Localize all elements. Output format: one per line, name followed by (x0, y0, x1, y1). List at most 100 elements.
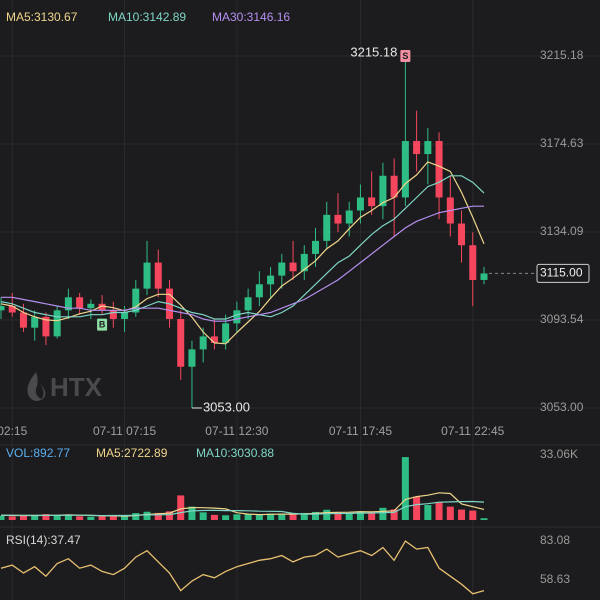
legend-entry: MA30:3146.16 (212, 10, 290, 24)
volume-bar (19, 514, 27, 520)
y-tick-label: 58.63 (540, 572, 570, 586)
candle-body (0, 305, 5, 311)
volume-bar (300, 512, 308, 520)
trade-marker (400, 50, 411, 63)
volume-bar (210, 514, 218, 520)
watermark: HTX (50, 372, 103, 402)
volume-bar (334, 512, 342, 520)
candle-body (323, 214, 331, 241)
trade-marker-label: S (402, 51, 408, 61)
volume-bar (446, 506, 454, 520)
ma-line (0, 175, 485, 320)
y-tick-label: 3134.09 (540, 224, 584, 238)
candle-body (413, 141, 421, 155)
volume-bar (267, 513, 275, 520)
volume-bar (177, 495, 185, 520)
candle-body (368, 197, 376, 207)
candle-body (132, 288, 140, 313)
candle-body (8, 305, 16, 313)
legend-entry: MA5:2722.89 (96, 446, 168, 460)
volume-bar (401, 457, 409, 520)
candle-body (356, 197, 364, 211)
volume-bar (278, 514, 286, 520)
volume-bar (31, 515, 39, 520)
volume-bar (76, 516, 84, 520)
legend-entry: MA10:3030.88 (196, 446, 274, 460)
volume-bar (143, 511, 151, 520)
candle-body (424, 141, 432, 155)
candle-body (278, 262, 286, 276)
y-tick-label: 3215.18 (540, 48, 584, 62)
volume-bar (345, 513, 353, 520)
panel-title: VOL:892.77 (6, 446, 70, 460)
candle-body (255, 284, 263, 298)
candle-body (312, 240, 320, 254)
candle-body (53, 310, 61, 337)
volume-bar (424, 505, 432, 520)
logo-flame (40, 384, 46, 400)
candle-body (19, 312, 27, 328)
last-price-label: 3115.00 (540, 266, 583, 280)
volume-bar (480, 518, 488, 520)
candle-body (435, 141, 443, 198)
volume-bar (458, 509, 466, 520)
x-tick-label: 07-11 17:45 (329, 424, 392, 438)
volume-bar (132, 513, 140, 520)
volume-bar (165, 511, 173, 520)
logo-flame (27, 372, 42, 402)
ma-line (0, 500, 485, 517)
volume-bar (199, 512, 207, 520)
volume-bar (0, 515, 5, 520)
candle-body (121, 312, 129, 320)
y-tick-label: 83.08 (540, 533, 570, 547)
trade-marker-label: B (99, 320, 106, 330)
candle-body (401, 141, 409, 198)
x-tick-label: 02:15 (0, 424, 28, 438)
candle-body (154, 262, 162, 289)
candle-body (199, 336, 207, 350)
volume-bar (53, 515, 61, 520)
volume-bar (255, 514, 263, 520)
volume-bar (413, 496, 421, 520)
candle-body (334, 214, 342, 224)
volume-bar (435, 501, 443, 520)
volume-bar (233, 514, 241, 520)
volume-bar (323, 509, 331, 520)
watermark-logo (27, 372, 46, 402)
candle-body (210, 336, 218, 343)
volume-bar (469, 510, 477, 520)
ma-line (0, 492, 485, 517)
volume-bar (42, 514, 50, 520)
x-tick-label: 07-11 12:30 (205, 424, 268, 438)
candle-body (188, 349, 196, 367)
volume-bar (98, 516, 106, 520)
legend-entry: MA5:3130.67 (6, 10, 78, 24)
y-tick-label: 3053.00 (540, 400, 584, 414)
candle-body (42, 316, 50, 337)
legend-entry: MA10:3142.89 (108, 10, 186, 24)
candle-body (177, 319, 185, 367)
candle-body (233, 310, 241, 324)
volume-bar (289, 514, 297, 520)
volume-bar (154, 512, 162, 520)
volume-bar (121, 516, 129, 520)
candle-body (300, 253, 308, 272)
volume-bar (8, 516, 16, 520)
volume-bar (188, 506, 196, 520)
candle-body (480, 273, 488, 280)
low-annotation: 3053.00 (203, 399, 250, 414)
y-tick-label: 3093.54 (540, 312, 584, 326)
volume-bar (244, 513, 252, 520)
volume-bar (379, 507, 387, 520)
candle-body (64, 297, 72, 311)
x-tick-label: 07-11 22:45 (441, 424, 504, 438)
volume-bar (222, 515, 230, 520)
candle-body (244, 297, 252, 311)
candle-body (289, 262, 297, 272)
volume-bar (368, 512, 376, 520)
y-tick-label: 33.06K (540, 447, 578, 461)
candle-body (222, 323, 230, 343)
high-annotation: 3215.18 (350, 44, 397, 59)
